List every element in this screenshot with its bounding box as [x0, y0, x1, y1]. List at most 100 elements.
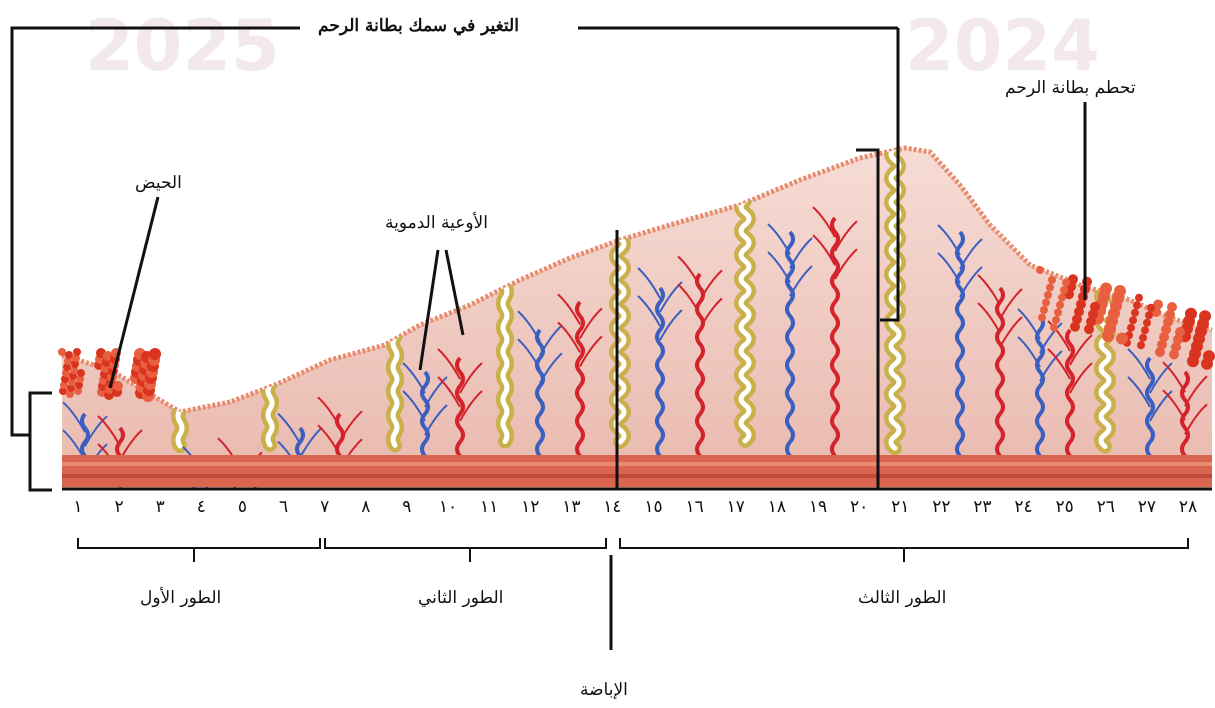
vessel-trunk [455, 356, 465, 472]
day-number: ٢٢ [932, 497, 951, 517]
blood-cell [62, 369, 70, 377]
vessel-branch [437, 348, 461, 380]
phase-1-bracket [77, 538, 321, 549]
blood-cell [1167, 302, 1177, 312]
blood-cell [59, 387, 67, 395]
vessel-branch [637, 267, 661, 299]
vessel-branch [1127, 376, 1151, 408]
blood-cell [1060, 286, 1068, 294]
blood-cell [1036, 266, 1044, 274]
blood-cell [1169, 349, 1179, 360]
gland-lumen [175, 407, 185, 449]
blood-cell [76, 375, 84, 383]
blood-cell [1145, 311, 1153, 320]
day-number: ١٢ [521, 497, 540, 517]
right-thickness-bracket [856, 148, 880, 490]
blood-cell [1072, 314, 1082, 325]
day-number: ٢٨ [1178, 497, 1198, 517]
vessel-branch [959, 238, 983, 270]
endometrium-tissue [62, 148, 1212, 489]
day-number: ٢٤ [1014, 497, 1033, 517]
vessel-pointer-2 [444, 249, 465, 336]
vessel-branch [677, 283, 701, 315]
day-number: ٤ [196, 497, 206, 517]
vessel-branch [317, 396, 341, 428]
lining-breakdown-label: تحطم بطانة الرحم [1005, 78, 1136, 98]
blood-cell [1141, 326, 1149, 335]
blood-cell [73, 348, 81, 356]
blood-cell [1159, 332, 1169, 342]
phase-1-label: الطور الأول [140, 588, 222, 608]
blood-cell [1147, 303, 1155, 312]
menstrual-blood-left [58, 348, 161, 402]
phase-3-label: الطور الثالث [858, 588, 947, 608]
phase-3-bracket [619, 538, 1189, 549]
blood-cell [1116, 332, 1128, 345]
vessel-branch [424, 376, 448, 408]
gland-lumen [613, 235, 627, 445]
blood-cell [1173, 334, 1183, 345]
vessel-branch [1017, 308, 1041, 340]
vessel-branch [1039, 322, 1063, 354]
vessel-branch [1162, 361, 1186, 393]
vessel-branch [317, 424, 341, 456]
day-number: ١٨ [767, 497, 786, 517]
blood-cell [1135, 293, 1143, 302]
day-number: ١١ [479, 497, 499, 517]
blood-cell [1155, 347, 1165, 357]
vessel-branch [999, 288, 1023, 320]
blood-cell [1088, 309, 1098, 320]
vessel-branch [767, 251, 791, 283]
blood-cell [1165, 309, 1175, 320]
day-number: ١٦ [685, 497, 704, 517]
vessel-branch [277, 412, 301, 445]
blood-cell [1153, 299, 1163, 310]
day-number: ٦ [278, 497, 289, 517]
blood-cell [1074, 306, 1084, 317]
vessel-branch [459, 390, 483, 422]
vessel-branch [767, 223, 791, 255]
blood-cell [67, 384, 75, 392]
vessel-trunk [830, 216, 840, 472]
blood-cell [64, 357, 72, 365]
blood-cell [1114, 285, 1126, 297]
phase-2-bracket [324, 538, 607, 549]
vessel-branch [834, 220, 858, 252]
vessel-branch [1017, 336, 1041, 368]
myometrium-layer [62, 455, 1212, 487]
vessel-branch [1162, 389, 1186, 421]
watermark-left: 2025 [85, 5, 280, 87]
vessel-trunk [1145, 356, 1155, 472]
day-number: ٢٦ [1096, 497, 1115, 517]
blood-cell [1157, 339, 1167, 350]
vessel-branch [659, 309, 683, 341]
blood-cell [1084, 324, 1094, 335]
blood-cell [58, 348, 66, 356]
blood-cell [77, 369, 85, 377]
gland-lumen [738, 198, 752, 444]
day-number: ٧ [320, 497, 330, 517]
blood-cell [149, 348, 161, 360]
gland-lumen [888, 148, 902, 451]
vessel-trunk [1065, 328, 1075, 472]
vessel-trunk [535, 328, 545, 472]
vessel-branch [339, 410, 363, 442]
vessel-branch [1047, 348, 1071, 380]
vessel-branch [959, 266, 983, 298]
blood-cell [68, 378, 76, 386]
blood-cell [1058, 293, 1066, 302]
vessel-branch [937, 224, 961, 256]
day-number: ١٧ [726, 497, 745, 517]
watermark-right: 2024 [905, 5, 1100, 87]
blood-cell [74, 387, 82, 395]
blood-cell [1133, 301, 1141, 310]
epithelium-edge [61, 145, 1213, 415]
day-number: ٣ [155, 497, 165, 517]
thickness-title: التغير في سمك بطانة الرحم [318, 16, 519, 36]
blood-cell [1062, 278, 1070, 287]
vessel-branch [812, 234, 836, 266]
blood-cell [1185, 307, 1197, 320]
gland-lumen [265, 382, 275, 448]
day-number: ٨ [361, 497, 371, 517]
